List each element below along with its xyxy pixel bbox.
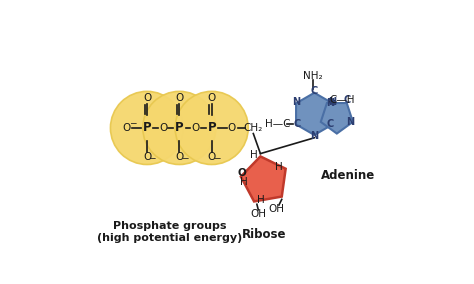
Text: O: O xyxy=(143,153,151,162)
Polygon shape xyxy=(321,103,353,133)
Text: −: − xyxy=(128,118,136,127)
Text: −: − xyxy=(181,153,188,162)
Text: O: O xyxy=(175,153,183,162)
Text: O: O xyxy=(175,93,183,103)
Text: H: H xyxy=(249,150,257,160)
Text: O: O xyxy=(208,93,216,103)
Text: N: N xyxy=(328,97,337,107)
Text: H—C: H—C xyxy=(265,120,291,130)
Text: Phosphate groups
(high potential energy): Phosphate groups (high potential energy) xyxy=(97,221,242,243)
Text: C: C xyxy=(311,86,318,96)
Text: −: − xyxy=(148,153,156,162)
Text: N: N xyxy=(292,97,300,107)
Text: O: O xyxy=(191,123,200,133)
Text: P: P xyxy=(175,122,183,134)
Text: O: O xyxy=(208,153,216,162)
Polygon shape xyxy=(241,156,286,201)
Text: Adenine: Adenine xyxy=(321,169,375,182)
Text: Ribose: Ribose xyxy=(242,228,287,241)
Circle shape xyxy=(143,91,216,164)
Text: H: H xyxy=(275,162,283,172)
Text: O: O xyxy=(238,168,246,178)
Text: P: P xyxy=(143,122,151,134)
Circle shape xyxy=(175,91,248,164)
Text: P: P xyxy=(208,122,216,134)
Text: OH: OH xyxy=(250,209,266,219)
Text: C: C xyxy=(343,95,350,105)
Text: C: C xyxy=(326,120,333,130)
Text: NH₂: NH₂ xyxy=(303,71,323,81)
Text: O: O xyxy=(159,123,167,133)
Circle shape xyxy=(110,91,183,164)
Text: C: C xyxy=(294,120,301,130)
Text: O: O xyxy=(143,93,151,103)
Text: N: N xyxy=(346,117,354,127)
Polygon shape xyxy=(296,93,333,135)
Text: OH: OH xyxy=(268,204,284,214)
Text: O: O xyxy=(228,123,236,133)
Text: O: O xyxy=(123,123,131,133)
Text: N: N xyxy=(310,131,319,141)
Text: H: H xyxy=(257,195,265,205)
Text: −: − xyxy=(213,153,220,162)
Text: CH₂: CH₂ xyxy=(244,123,263,133)
Text: C—H: C—H xyxy=(329,95,355,105)
Text: N: N xyxy=(326,98,334,108)
Text: H: H xyxy=(240,177,247,187)
